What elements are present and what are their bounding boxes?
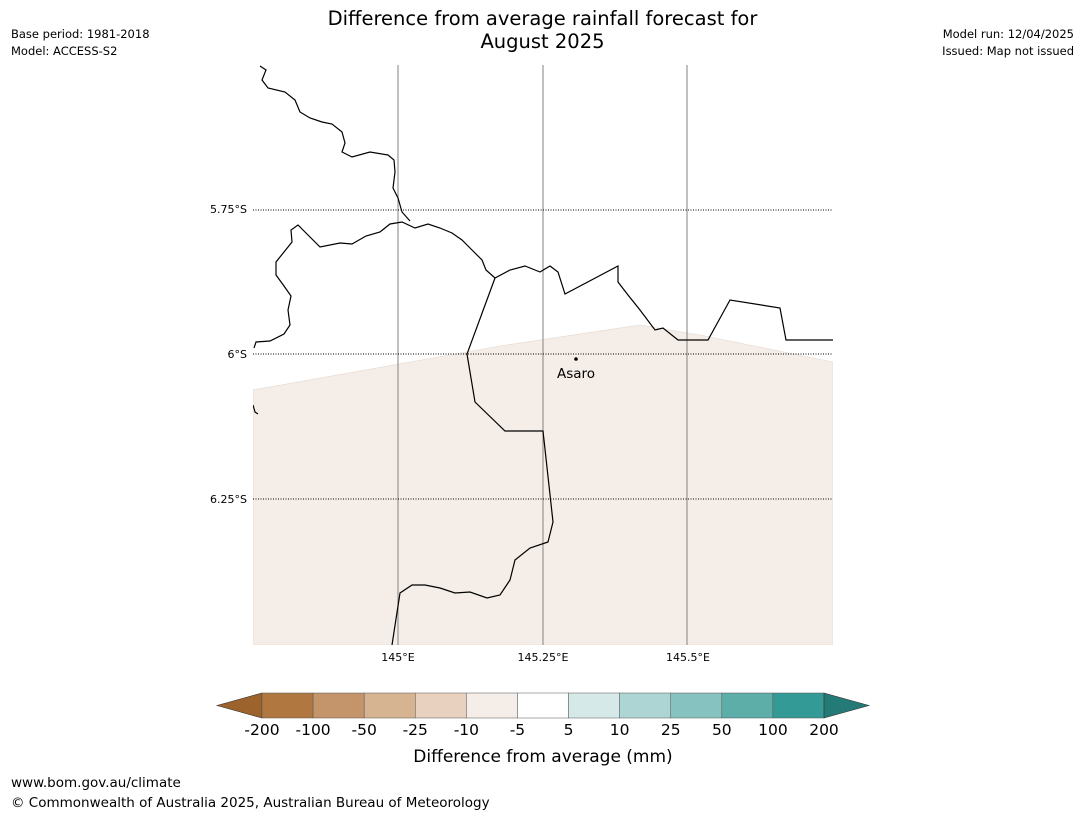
colorbar: -200 -100 -50 -25 -10 -5 5 10 25 50 100 200 bbox=[215, 692, 871, 739]
colorbar-segment bbox=[261, 692, 314, 719]
model-text: Model: ACCESS-S2 bbox=[11, 44, 118, 58]
colorbar-label: Difference from average (mm) bbox=[413, 747, 672, 767]
colorbar-tick-label: -5 bbox=[510, 721, 525, 739]
base-period-text: Base period: 1981-2018 bbox=[11, 27, 150, 41]
colorbar-segment bbox=[363, 692, 416, 719]
colorbar-tick-label: 10 bbox=[610, 721, 630, 739]
colorbar-segment bbox=[721, 692, 774, 719]
colorbar-tick-label: -200 bbox=[244, 721, 279, 739]
colorbar-tick-label: 5 bbox=[564, 721, 574, 739]
colorbar-segment bbox=[415, 692, 467, 719]
colorbar-tick-label: 200 bbox=[809, 721, 839, 739]
issued-text: Issued: Map not issued bbox=[942, 44, 1074, 58]
model-run-text: Model run: 12/04/2025 bbox=[942, 27, 1074, 41]
footer-url: www.bom.gov.au/climate bbox=[11, 775, 181, 791]
colorbar-segment bbox=[466, 692, 518, 719]
colorbar-tick-label: 50 bbox=[712, 721, 732, 739]
lon-label-145-25: 145.25°E bbox=[518, 651, 569, 664]
boundary-upper-ridge bbox=[253, 221, 833, 349]
lon-label-145-5: 145.5°E bbox=[666, 651, 710, 664]
lat-label-6-25: 6.25°S bbox=[210, 493, 247, 506]
title-line-2: August 2025 bbox=[480, 30, 605, 53]
colorbar-tick-label: -25 bbox=[403, 721, 428, 739]
colorbar-tick-label: -50 bbox=[352, 721, 377, 739]
meta-right: Model run: 12/04/2025 Issued: Map not is… bbox=[942, 26, 1074, 60]
boundary-north bbox=[259, 65, 411, 222]
colorbar-segment bbox=[619, 692, 671, 719]
title-line-1: Difference from average rainfall forecas… bbox=[327, 7, 758, 30]
colorbar-tick-label: 100 bbox=[758, 721, 788, 739]
colorbar-segment bbox=[312, 692, 365, 719]
colorbar-segment bbox=[517, 692, 569, 719]
colorbar-tick-label: -100 bbox=[295, 721, 330, 739]
colorbar-extend-low bbox=[215, 692, 263, 719]
colorbar-segment bbox=[568, 692, 620, 719]
map-title: Difference from average rainfall forecas… bbox=[0, 7, 1085, 53]
meta-left: Base period: 1981-2018 Model: ACCESS-S2 bbox=[11, 26, 150, 60]
asaro-marker bbox=[574, 357, 578, 361]
colorbar-segment bbox=[772, 692, 825, 719]
boundary-west-fragment bbox=[253, 404, 259, 415]
lat-label-6: 6°S bbox=[228, 348, 247, 361]
colorbar-segment bbox=[670, 692, 723, 719]
footer-copyright: © Commonwealth of Australia 2025, Austra… bbox=[11, 795, 490, 811]
boundary-south bbox=[391, 277, 554, 645]
lon-label-145: 145°E bbox=[381, 651, 414, 664]
asaro-label: Asaro bbox=[557, 366, 595, 382]
colorbar-tick-label: 25 bbox=[661, 721, 681, 739]
lat-label-5-75: 5.75°S bbox=[210, 203, 247, 216]
colorbar-tick-label: -10 bbox=[454, 721, 479, 739]
colorbar-extend-high bbox=[823, 692, 871, 719]
